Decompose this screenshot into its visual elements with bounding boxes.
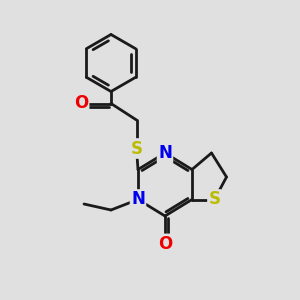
Text: N: N (158, 144, 172, 162)
Text: O: O (74, 94, 88, 112)
Text: O: O (158, 235, 172, 253)
Text: S: S (130, 140, 142, 158)
Text: S: S (208, 190, 220, 208)
Text: N: N (131, 190, 145, 208)
